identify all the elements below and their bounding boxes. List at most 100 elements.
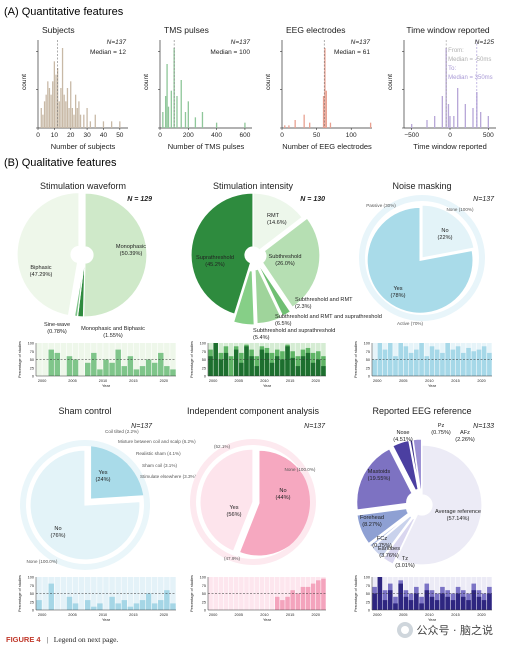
year-chart-yr_ica: 0 25 50 75 100 2000 2005 2010 2015 2020 Year Percen… <box>190 575 326 622</box>
year-bar-bg <box>109 343 115 376</box>
year-bar-bg <box>274 577 280 610</box>
year-bar-mid <box>429 346 435 376</box>
x-tick-label: 600 <box>239 132 250 139</box>
x-tick-label: 30 <box>83 132 91 139</box>
slice-label: No <box>279 488 286 494</box>
y-tick-label: 100 <box>28 342 34 346</box>
histogram-bar <box>464 104 466 128</box>
histogram-bar <box>457 88 459 128</box>
year-bar-mid <box>408 352 414 376</box>
pie-n: N=137 <box>473 196 495 203</box>
year-bar-mid <box>97 369 103 376</box>
histogram-bar <box>369 122 372 128</box>
year-bar-dark <box>290 357 295 376</box>
year-bar-dark <box>372 593 377 610</box>
year-bar-dark <box>264 352 270 376</box>
histogram-bar <box>94 114 96 128</box>
pie-outer-ring <box>190 439 316 565</box>
year-bar-dark <box>408 600 414 610</box>
histogram-tms: TMS pulses count Number of TMS pulses 0 200 4… <box>143 25 252 151</box>
outer-label: None (100.0%) <box>285 467 316 472</box>
year-bar-mid <box>164 590 170 610</box>
year-bar-dark <box>434 600 440 610</box>
year-bar-dark <box>259 349 265 376</box>
year-bar-bg <box>393 577 398 610</box>
year-bar-dark <box>393 603 398 610</box>
x-tick-label: 50 <box>313 132 321 139</box>
x-tick-label: 50 <box>116 132 124 139</box>
slice-pct-label: (44%) <box>276 495 291 501</box>
slice-label: Tz <box>402 556 408 562</box>
figure-label: FIGURE 4 <box>6 635 41 644</box>
histogram-bar <box>426 120 428 128</box>
pie-slice <box>368 513 411 549</box>
x-tick-label: 2020 <box>312 379 320 383</box>
year-bar-mid <box>72 359 79 376</box>
histogram-bar <box>176 96 178 128</box>
histogram-bar <box>79 114 82 128</box>
x-tick-label: 0 <box>36 132 40 139</box>
histogram-bar <box>480 112 482 128</box>
slice-label: FCz <box>377 536 387 542</box>
histogram-title: Time window reported <box>406 25 490 35</box>
slice-pct-label: (14.6%) <box>267 220 287 226</box>
year-bar-mid <box>440 352 445 376</box>
year-bar-dark <box>476 596 482 610</box>
pie-noise: Noise masking N=137 No(22%) Yes(78%) Passive… <box>359 181 495 326</box>
outer-label: Sham coil (3.1%) <box>142 463 177 468</box>
x-tick-label: 2000 <box>38 379 46 383</box>
year-bar-bg <box>218 577 224 610</box>
year-bar-mid <box>151 603 158 610</box>
year-bar-mid <box>445 343 450 376</box>
histogram-bar <box>110 121 113 128</box>
x-tick-label: 2010 <box>425 379 433 383</box>
histogram-bar <box>180 80 182 128</box>
figure-caption: FIGURE 4 | Legend on next page. <box>6 635 118 644</box>
y-tick-label: 75 <box>30 584 34 588</box>
histogram-bar <box>472 108 474 128</box>
histogram-bar <box>78 101 80 128</box>
year-bar-mid <box>164 366 170 376</box>
year-bar-bg <box>151 577 158 610</box>
pie-intensity: Stimulation intensity N = 130 RMT(14.6%) Su… <box>190 181 382 341</box>
y-tick-label: 100 <box>364 342 370 346</box>
year-bar-mid <box>54 352 61 376</box>
year-bar-dark <box>403 596 409 610</box>
y-tick-label: 100 <box>200 576 206 580</box>
pie-title: Reported EEG reference <box>372 406 471 416</box>
histogram-bar <box>441 96 443 128</box>
x-tick-label: 2000 <box>373 379 381 383</box>
outer-label: Realistic sham (4.1%) <box>136 451 181 456</box>
histogram-bar <box>284 125 286 128</box>
year-bar-mid <box>133 369 140 376</box>
pie-outer-ring <box>20 440 150 570</box>
slice-label: Average reference <box>435 509 481 515</box>
pie-slice <box>382 517 416 565</box>
outer-label: None (100%) <box>446 207 474 212</box>
year-bar-mid <box>36 600 42 610</box>
y-tick-label: 75 <box>366 350 370 354</box>
y-tick-label: 25 <box>202 600 206 604</box>
year-bar-dark <box>424 590 430 610</box>
year-bar-mid <box>48 349 54 376</box>
caption-sep: | <box>46 635 49 644</box>
histogram-bar <box>83 114 85 128</box>
time-legend-item: Median = 350ms <box>448 75 493 81</box>
y-tick-label: 100 <box>364 576 370 580</box>
year-bar-mid <box>310 583 316 610</box>
pie-slice <box>29 449 141 561</box>
histogram-bar <box>70 81 72 128</box>
n-annotation: N=137 <box>107 39 127 46</box>
year-bar-mid <box>121 600 128 610</box>
section-a-title: (A) Quantitative features <box>4 6 124 18</box>
histogram-bar <box>60 88 62 128</box>
histogram-bar <box>453 116 455 128</box>
time-legend-item: To: <box>448 66 456 72</box>
pie-n: N = 130 <box>300 196 325 203</box>
x-tick-label: 2020 <box>160 613 168 617</box>
y-axis-label: Percentage of studies <box>354 575 358 612</box>
year-bar-mid <box>290 590 295 610</box>
slice-pct-label: (0.75%) <box>372 543 392 549</box>
year-bar-dark <box>316 359 321 376</box>
